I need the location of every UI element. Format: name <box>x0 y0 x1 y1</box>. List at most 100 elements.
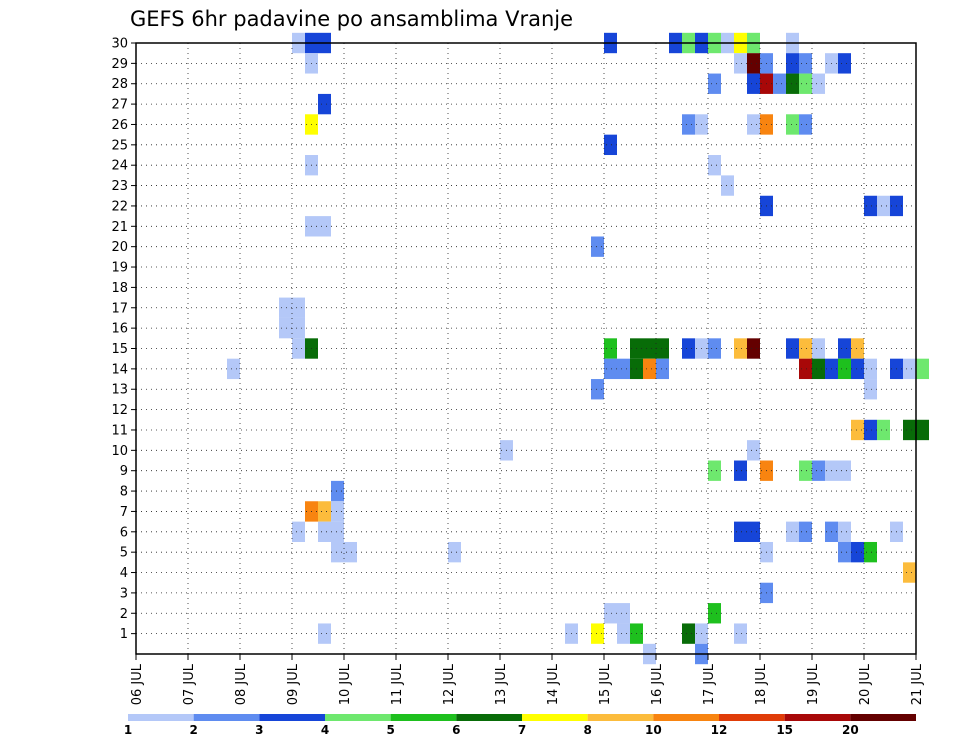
y-tick-label: 8 <box>120 485 128 500</box>
precip-cell <box>747 521 760 542</box>
x-tick-label: 20 JUL <box>858 663 873 705</box>
precip-cell <box>682 623 695 644</box>
legend-swatch <box>325 714 391 721</box>
x-tick-label: 06 JUL <box>130 663 145 705</box>
precip-cell <box>786 53 799 74</box>
precip-cell <box>279 297 292 318</box>
precip-cell <box>838 358 851 380</box>
y-tick-label: 18 <box>111 281 128 296</box>
legend-label: 20 <box>842 723 859 737</box>
x-tick-label: 11 JUL <box>390 663 405 705</box>
precip-cell <box>747 114 760 135</box>
y-tick-label: 21 <box>111 220 128 235</box>
chart-title: GEFS 6hr padavine po ansamblima Vranje <box>130 7 573 31</box>
precip-cell <box>643 358 656 380</box>
precip-cell <box>916 419 929 441</box>
legend-label: 3 <box>255 723 263 737</box>
precip-cell <box>747 53 760 74</box>
x-tick-label: 17 JUL <box>702 663 717 705</box>
precip-cell <box>682 114 695 135</box>
y-tick-label: 20 <box>111 240 128 255</box>
x-tick-label: 12 JUL <box>442 663 457 705</box>
legend-label: 6 <box>452 723 460 737</box>
precip-cell <box>734 53 747 74</box>
precip-cell <box>903 419 916 441</box>
precip-cell <box>786 338 799 359</box>
precip-cell <box>344 541 357 563</box>
y-tick-label: 9 <box>120 464 128 479</box>
precip-cell <box>656 338 669 359</box>
legend-label: 10 <box>645 723 662 737</box>
precip-cell <box>747 440 760 461</box>
x-tick-label: 10 JUL <box>338 663 353 705</box>
legend-swatch <box>456 714 522 721</box>
precip-cell <box>604 134 617 156</box>
precip-cell <box>903 562 916 583</box>
precip-cell <box>682 338 695 359</box>
precip-cell <box>227 358 240 380</box>
precip-cell <box>604 338 617 359</box>
y-tick-label: 5 <box>120 546 128 561</box>
legend-swatch <box>259 714 325 721</box>
precip-cell <box>617 603 630 624</box>
precip-cell <box>292 317 305 339</box>
precip-cell <box>591 379 604 400</box>
x-tick-label: 09 JUL <box>286 663 301 705</box>
y-tick-label: 17 <box>111 301 128 316</box>
y-tick-label: 4 <box>120 566 128 581</box>
y-tick-label: 2 <box>120 607 128 622</box>
y-tick-label: 28 <box>111 77 128 92</box>
axes: 1234567891011121314151617181920212223242… <box>111 37 925 706</box>
precip-cell <box>448 541 461 563</box>
y-tick-label: 16 <box>111 322 128 337</box>
precip-cell <box>864 419 877 441</box>
precip-cell <box>318 93 331 115</box>
y-tick-label: 13 <box>111 383 128 398</box>
legend: 1 2 3 4 5 6 7 8 10 12 15 20 <box>124 714 916 737</box>
y-tick-label: 15 <box>111 342 128 357</box>
x-tick-label: 08 JUL <box>234 663 249 705</box>
precip-cell <box>812 460 825 481</box>
x-tick-label: 07 JUL <box>182 663 197 705</box>
y-tick-label: 14 <box>111 362 128 377</box>
precip-cell <box>838 541 851 563</box>
precip-cell <box>903 358 916 380</box>
precip-cell <box>708 603 721 624</box>
precip-cell <box>916 358 929 380</box>
precip-cell <box>851 338 864 359</box>
precip-cell <box>799 460 812 481</box>
y-tick-label: 1 <box>120 627 128 642</box>
legend-swatch <box>128 714 194 721</box>
precip-cell <box>799 114 812 135</box>
y-tick-label: 27 <box>111 98 128 113</box>
precip-cell <box>851 419 864 441</box>
legend-label: 7 <box>518 723 526 737</box>
legend-label: 2 <box>189 723 197 737</box>
precip-cell <box>877 419 890 441</box>
y-tick-label: 11 <box>111 423 128 438</box>
x-tick-label: 19 JUL <box>806 663 821 705</box>
precip-cell <box>747 338 760 359</box>
legend-label: 15 <box>776 723 793 737</box>
precip-cell <box>331 501 344 522</box>
precip-cell <box>734 460 747 481</box>
precip-cell <box>318 521 331 542</box>
legend-label: 1 <box>124 723 132 737</box>
precip-cell <box>773 73 786 94</box>
legend-label: 4 <box>321 723 329 737</box>
precip-cell <box>617 358 630 380</box>
x-tick-label: 13 JUL <box>494 663 509 705</box>
precip-cell <box>786 114 799 135</box>
precip-cell <box>331 480 344 502</box>
precip-cell <box>838 460 851 481</box>
precip-cell <box>604 358 617 380</box>
precip-cell <box>864 195 877 217</box>
precip-cell <box>734 623 747 644</box>
y-tick-label: 30 <box>111 37 128 52</box>
y-tick-label: 10 <box>111 444 128 459</box>
y-tick-label: 26 <box>111 118 128 133</box>
y-tick-label: 29 <box>111 57 128 72</box>
y-tick-label: 3 <box>120 586 128 601</box>
precip-cell <box>318 501 331 522</box>
precipitation-cells <box>227 32 929 665</box>
